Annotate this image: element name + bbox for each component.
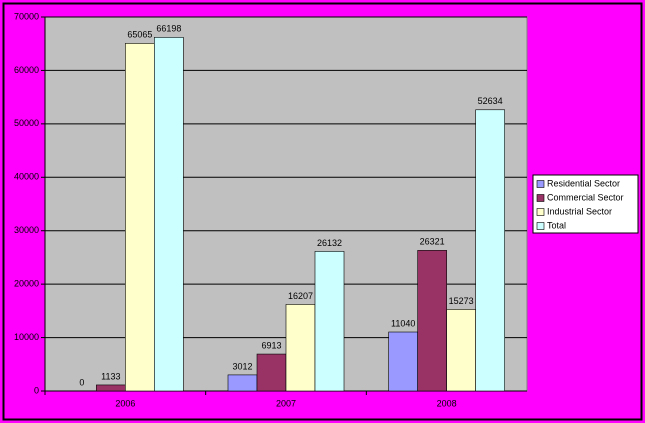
x-tick-label: 2008: [437, 398, 457, 408]
bar: [227, 374, 258, 392]
data-label: 15273: [449, 296, 474, 306]
data-label: 0: [79, 377, 84, 387]
data-label: 52634: [478, 96, 503, 106]
data-label: 6913: [261, 340, 281, 350]
bar: [285, 304, 316, 392]
data-label: 66198: [156, 24, 181, 34]
data-label: 16207: [288, 291, 313, 301]
legend-label: Commercial Sector: [547, 192, 624, 202]
y-tick-label: 60000: [14, 65, 39, 75]
legend-label: Total: [547, 220, 566, 230]
y-tick-label: 40000: [14, 172, 39, 182]
data-label: 26321: [420, 237, 445, 247]
data-label: 11040: [391, 318, 415, 328]
y-tick-label: 70000: [14, 11, 39, 21]
bar: [125, 43, 155, 392]
y-tick-label: 20000: [14, 279, 39, 289]
data-label: 26132: [317, 238, 342, 248]
bar: [256, 353, 287, 392]
legend: Residential Sector Commercial Sector Indus…: [532, 174, 639, 234]
bar: [388, 331, 418, 392]
bar: [96, 384, 126, 392]
y-tick-label: 30000: [14, 225, 39, 235]
legend-label: Industrial Sector: [547, 206, 612, 216]
bar: [475, 109, 505, 392]
bar: [446, 309, 476, 392]
legend-swatch: [536, 194, 545, 202]
legend-swatch: [536, 208, 545, 216]
legend-swatch: [536, 180, 545, 188]
y-tick-label: 10000: [14, 332, 39, 342]
y-tick-label: 0: [34, 385, 39, 395]
legend-box: [532, 174, 639, 234]
bar: [154, 37, 184, 392]
data-label: 3012: [232, 361, 252, 371]
data-label: 1133: [101, 371, 120, 381]
bar: [314, 251, 345, 392]
y-tick-label: 50000: [14, 118, 39, 128]
legend-swatch: [536, 222, 545, 230]
x-tick-label: 2007: [276, 398, 296, 408]
bar: [417, 250, 447, 392]
legend-label: Residential Sector: [547, 178, 620, 188]
x-tick-label: 2006: [115, 398, 135, 408]
data-label: 65065: [127, 30, 152, 40]
